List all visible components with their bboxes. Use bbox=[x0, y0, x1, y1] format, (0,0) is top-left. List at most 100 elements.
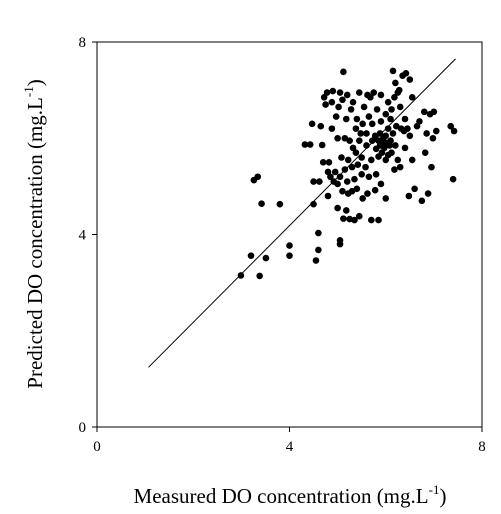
data-point bbox=[418, 197, 426, 205]
x-tick-label: 0 bbox=[93, 439, 101, 455]
data-point bbox=[340, 68, 347, 76]
data-point bbox=[334, 134, 341, 142]
data-point bbox=[363, 142, 370, 149]
data-point bbox=[325, 159, 333, 166]
data-point bbox=[401, 115, 409, 123]
data-point bbox=[258, 200, 265, 207]
y-tick-label: 8 bbox=[79, 35, 87, 51]
data-point bbox=[391, 94, 398, 101]
data-point bbox=[339, 187, 346, 195]
data-point bbox=[340, 215, 347, 222]
data-point bbox=[301, 141, 309, 148]
data-point bbox=[332, 113, 340, 120]
data-point bbox=[349, 98, 357, 106]
plot-frame bbox=[96, 41, 483, 428]
data-point bbox=[355, 137, 363, 144]
data-point bbox=[362, 163, 369, 171]
data-point bbox=[331, 168, 339, 176]
data-point bbox=[388, 106, 395, 113]
data-point bbox=[396, 163, 404, 171]
data-point bbox=[316, 178, 323, 185]
data-point bbox=[388, 149, 395, 156]
y-tick-label: 0 bbox=[79, 420, 87, 436]
data-point bbox=[404, 125, 411, 132]
data-point bbox=[328, 125, 336, 132]
data-point bbox=[373, 106, 381, 113]
data-point bbox=[368, 156, 375, 164]
data-point bbox=[377, 91, 385, 99]
data-point bbox=[343, 91, 351, 99]
data-point bbox=[310, 178, 317, 185]
data-point bbox=[334, 180, 341, 188]
data-point bbox=[449, 175, 457, 183]
data-point bbox=[382, 195, 390, 202]
x-axis-title: Measured DO concentration (mg.L-1) bbox=[134, 482, 447, 508]
data-point bbox=[421, 149, 429, 156]
data-point bbox=[353, 115, 361, 123]
data-point bbox=[346, 137, 353, 144]
data-point bbox=[308, 120, 316, 128]
data-point bbox=[394, 156, 402, 164]
data-point bbox=[429, 134, 437, 142]
data-point bbox=[424, 190, 432, 197]
data-point bbox=[247, 252, 255, 259]
data-point bbox=[354, 161, 362, 169]
data-point bbox=[363, 130, 370, 137]
data-point bbox=[342, 207, 350, 214]
data-point bbox=[336, 89, 344, 96]
data-point bbox=[420, 108, 428, 116]
data-point bbox=[387, 115, 394, 123]
data-point bbox=[351, 216, 358, 224]
data-point bbox=[341, 166, 349, 173]
data-point bbox=[319, 159, 327, 166]
data-point bbox=[368, 120, 376, 128]
data-point bbox=[387, 137, 394, 144]
data-point bbox=[352, 149, 360, 156]
data-point bbox=[392, 142, 399, 149]
data-point bbox=[365, 173, 373, 181]
data-point bbox=[406, 132, 414, 140]
x-tick-label: 8 bbox=[478, 439, 486, 455]
data-point bbox=[358, 171, 365, 178]
data-point bbox=[368, 137, 376, 144]
data-point bbox=[276, 200, 284, 208]
data-point bbox=[355, 89, 363, 96]
data-point bbox=[320, 94, 328, 101]
data-point bbox=[428, 163, 435, 171]
data-point bbox=[349, 144, 357, 152]
data-point bbox=[334, 204, 341, 212]
data-point bbox=[377, 118, 385, 125]
data-point bbox=[408, 94, 416, 101]
data-point bbox=[351, 175, 358, 183]
data-point bbox=[348, 163, 356, 171]
data-point bbox=[360, 103, 368, 111]
data-point bbox=[384, 125, 392, 132]
data-point bbox=[310, 200, 317, 208]
data-point bbox=[329, 87, 337, 95]
data-point bbox=[327, 173, 334, 181]
data-point bbox=[359, 195, 366, 202]
data-point bbox=[328, 98, 336, 106]
data-point bbox=[336, 236, 344, 244]
data-point bbox=[286, 242, 293, 249]
data-point bbox=[315, 246, 322, 254]
x-axis-ticks: 0 4 8 bbox=[93, 427, 486, 455]
y-axis-ticks: 0 4 8 bbox=[79, 35, 97, 436]
data-point bbox=[318, 141, 326, 149]
data-point bbox=[389, 130, 397, 137]
data-point bbox=[254, 173, 262, 181]
data-point bbox=[306, 141, 314, 148]
data-point bbox=[344, 156, 352, 164]
data-point bbox=[237, 272, 245, 279]
x-tick-label: 4 bbox=[286, 439, 294, 455]
data-point bbox=[367, 94, 374, 101]
data-point bbox=[364, 190, 371, 197]
data-point bbox=[365, 113, 373, 120]
data-point bbox=[322, 101, 329, 108]
data-point bbox=[406, 76, 414, 83]
data-point bbox=[286, 252, 293, 259]
data-point bbox=[343, 178, 351, 185]
data-point bbox=[368, 216, 375, 224]
data-point bbox=[256, 272, 263, 280]
